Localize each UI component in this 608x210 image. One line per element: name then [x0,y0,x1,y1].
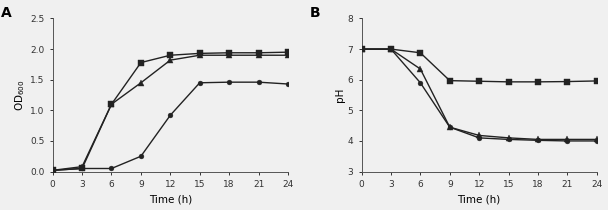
Text: A: A [1,6,12,20]
Y-axis label: OD$_{600}$: OD$_{600}$ [13,79,27,111]
X-axis label: Time (h): Time (h) [149,194,192,205]
Text: B: B [309,6,320,20]
Y-axis label: pH: pH [334,88,345,102]
X-axis label: Time (h): Time (h) [458,194,501,205]
